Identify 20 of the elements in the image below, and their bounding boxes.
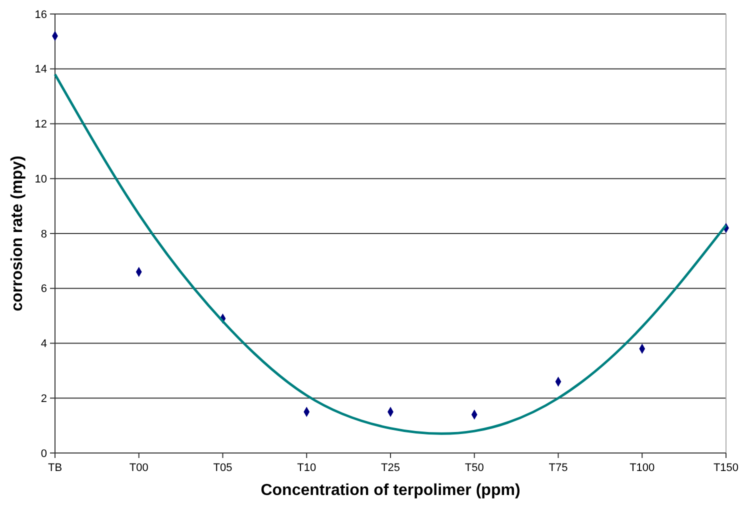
x-tick-label: T25 — [381, 462, 400, 474]
x-axis-title: Concentration of terpolimer (ppm) — [260, 482, 520, 499]
y-tick-label: 16 — [34, 8, 47, 21]
y-tick-label: 10 — [34, 173, 47, 186]
y-tick-label: 12 — [34, 118, 47, 131]
y-tick-label: 0 — [40, 448, 47, 460]
x-tick-label: T150 — [713, 462, 739, 474]
x-tick-label: T100 — [630, 462, 655, 474]
x-tick-label: T75 — [548, 462, 568, 474]
x-tick-label: T05 — [213, 462, 232, 474]
y-tick-label: 8 — [40, 228, 47, 240]
y-tick-label: 6 — [40, 283, 47, 296]
x-tick-label: T50 — [464, 462, 484, 474]
x-tick-label: T00 — [129, 462, 148, 474]
y-tick-label: 2 — [40, 392, 47, 405]
y-tick-label: 4 — [40, 338, 47, 350]
y-tick-label: 14 — [34, 64, 47, 76]
x-tick-label: T10 — [297, 462, 316, 474]
y-axis-title: corrosion rate (mpy) — [9, 156, 26, 312]
x-tick-label: TB — [48, 462, 62, 474]
